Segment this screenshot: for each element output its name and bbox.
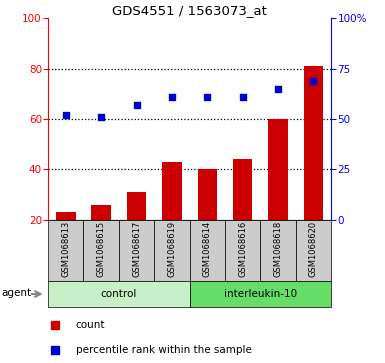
Text: GSM1068619: GSM1068619 (167, 221, 176, 277)
Bar (233, 159, 253, 270)
Text: count: count (76, 320, 105, 330)
Text: percentile rank within the sample: percentile rank within the sample (76, 345, 252, 355)
Text: GSM1068617: GSM1068617 (132, 221, 141, 277)
Point (204, 94, 210, 99)
Text: agent: agent (1, 288, 31, 298)
Text: GSM1068613: GSM1068613 (61, 221, 70, 277)
Text: GSM1068620: GSM1068620 (309, 221, 318, 277)
Bar (56, 212, 75, 270)
Bar (190, 281, 331, 307)
Text: GSM1068616: GSM1068616 (238, 221, 247, 277)
Point (239, 94, 246, 99)
Bar (260, 220, 296, 281)
Point (169, 94, 175, 99)
Text: GSM1068618: GSM1068618 (273, 221, 283, 277)
Bar (162, 162, 182, 270)
Bar (154, 220, 190, 281)
Bar (48, 281, 190, 307)
Bar (198, 169, 217, 270)
Point (310, 78, 316, 83)
Text: GSM1068614: GSM1068614 (203, 221, 212, 277)
Text: GSM1068615: GSM1068615 (97, 221, 106, 277)
Text: interleukin-10: interleukin-10 (224, 289, 297, 299)
Bar (84, 220, 119, 281)
Bar (119, 220, 154, 281)
Bar (92, 204, 111, 270)
Point (275, 86, 281, 91)
Bar (48, 220, 84, 281)
Text: control: control (101, 289, 137, 299)
Title: GDS4551 / 1563073_at: GDS4551 / 1563073_at (112, 4, 267, 17)
Point (134, 102, 140, 108)
Bar (225, 220, 260, 281)
Point (63, 112, 69, 118)
Bar (304, 66, 323, 270)
Bar (127, 192, 146, 270)
Point (98, 114, 104, 120)
Bar (296, 220, 331, 281)
Bar (190, 220, 225, 281)
Bar (268, 119, 288, 270)
